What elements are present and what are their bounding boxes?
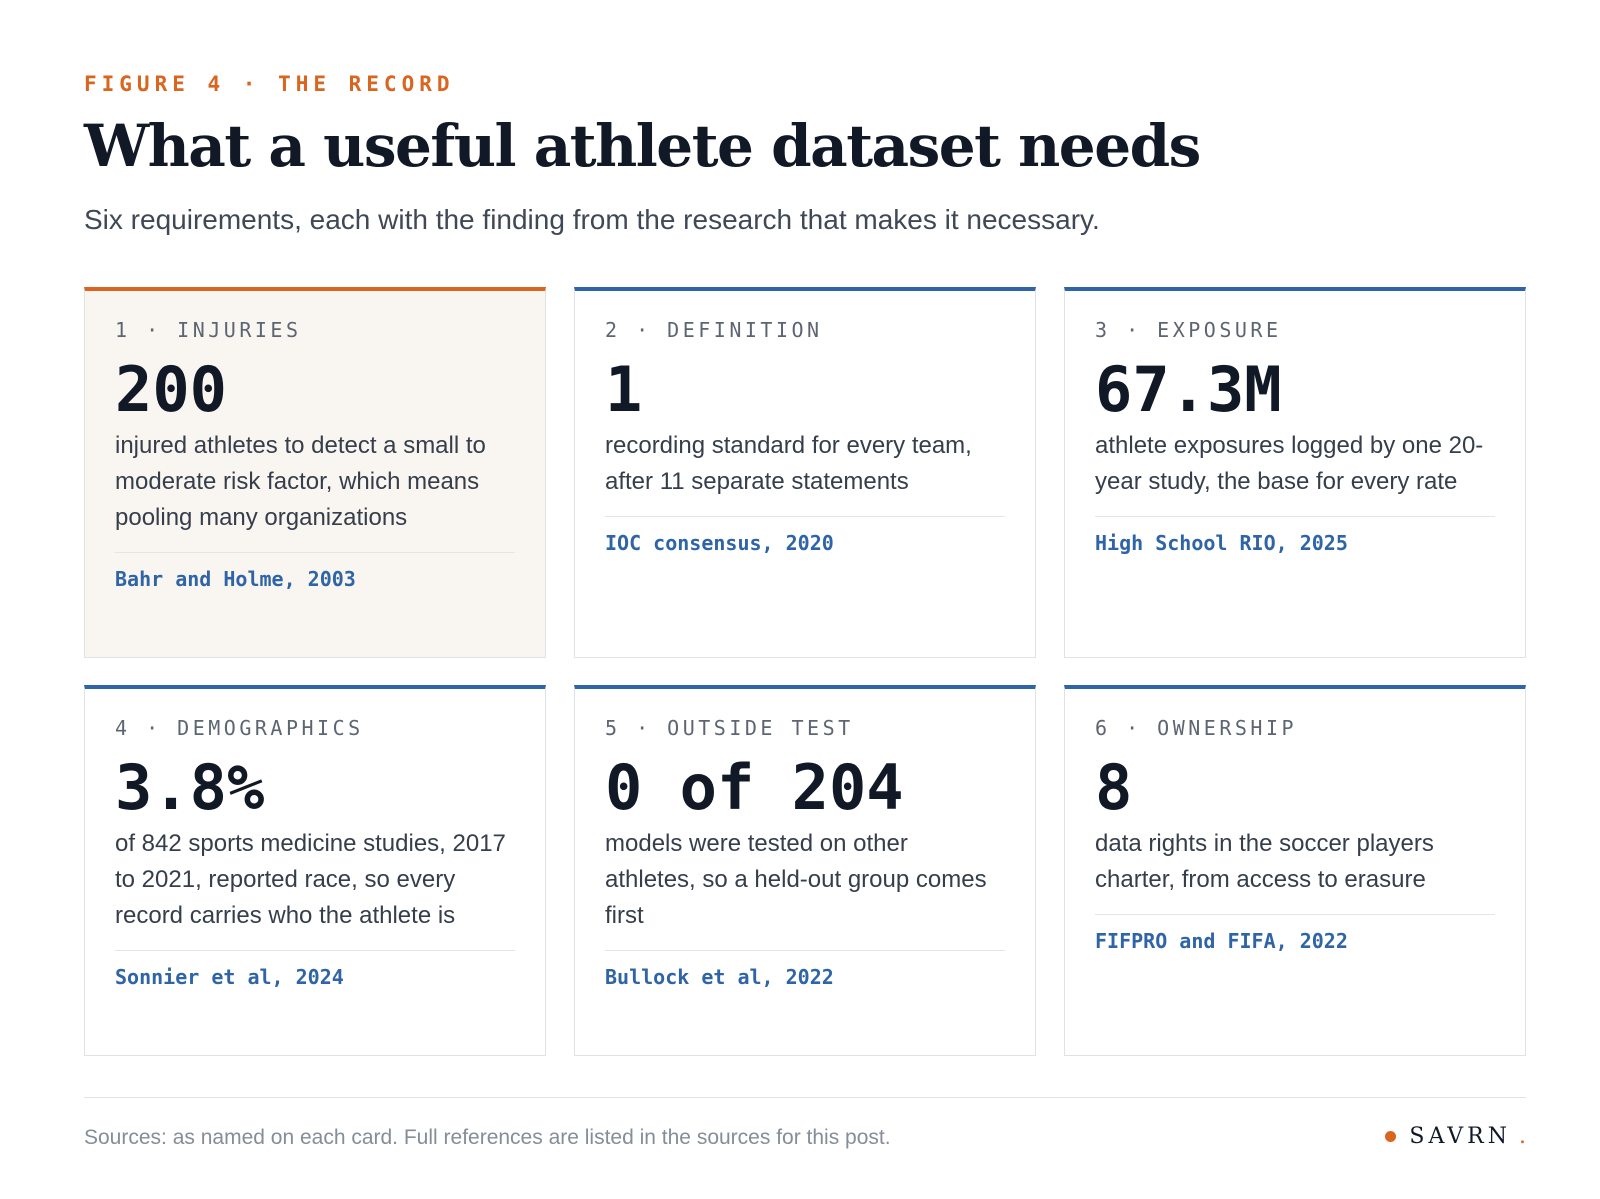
brand-dot-icon: [1385, 1131, 1397, 1142]
card-value: 200: [115, 353, 227, 426]
card-source: Bullock et al, 2022: [605, 965, 834, 989]
card-source: Bahr and Holme, 2003: [115, 567, 356, 591]
card-value: 67.3M: [1095, 353, 1282, 426]
card-label: 3 · EXPOSURE: [1095, 318, 1282, 342]
card-description: athlete exposures logged by one 20-year …: [1095, 428, 1495, 517]
card-label: 2 · DEFINITION: [605, 318, 823, 342]
card-description: data rights in the soccer players charte…: [1095, 826, 1495, 915]
footer-divider: [84, 1097, 1526, 1098]
brand-period: .: [1519, 1124, 1526, 1149]
card-value: 1: [605, 353, 643, 426]
brand-name: SAVRN: [1409, 1124, 1511, 1149]
card-label: 4 · DEMOGRAPHICS: [115, 716, 364, 740]
card-definition: 2 · DEFINITION 1 recording standard for …: [574, 287, 1036, 658]
card-ownership: 6 · OWNERSHIP 8 data rights in the socce…: [1064, 685, 1526, 1056]
card-injuries: 1 · INJURIES 200 injured athletes to det…: [84, 287, 546, 658]
card-label: 6 · OWNERSHIP: [1095, 716, 1298, 740]
card-description: recording standard for every team, after…: [605, 428, 1005, 517]
card-source: Sonnier et al, 2024: [115, 965, 344, 989]
card-source: High School RIO, 2025: [1095, 531, 1348, 555]
page-title: What a useful athlete dataset needs: [84, 112, 1201, 180]
requirements-grid: 1 · INJURIES 200 injured athletes to det…: [84, 287, 1526, 1056]
card-source: IOC consensus, 2020: [605, 531, 834, 555]
card-label: 1 · INJURIES: [115, 318, 302, 342]
page-subtitle: Six requirements, each with the finding …: [84, 204, 1100, 235]
card-exposure: 3 · EXPOSURE 67.3M athlete exposures log…: [1064, 287, 1526, 658]
card-description: injured athletes to detect a small to mo…: [115, 428, 515, 553]
card-value: 0 of 204: [605, 751, 904, 824]
card-demographics: 4 · DEMOGRAPHICS 3.8% of 842 sports medi…: [84, 685, 546, 1056]
card-value: 8: [1095, 751, 1133, 824]
card-description: models were tested on other athletes, so…: [605, 826, 1005, 951]
brand-logo: SAVRN .: [1385, 1124, 1526, 1149]
card-description: of 842 sports medicine studies, 2017 to …: [115, 826, 515, 951]
card-value: 3.8%: [115, 751, 265, 824]
sources-note: Sources: as named on each card. Full ref…: [84, 1126, 891, 1149]
card-source: FIFPRO and FIFA, 2022: [1095, 929, 1348, 953]
card-label: 5 · OUTSIDE TEST: [605, 716, 854, 740]
figure-eyebrow: FIGURE 4 · THE RECORD: [84, 72, 455, 96]
card-outside-test: 5 · OUTSIDE TEST 0 of 204 models were te…: [574, 685, 1036, 1056]
